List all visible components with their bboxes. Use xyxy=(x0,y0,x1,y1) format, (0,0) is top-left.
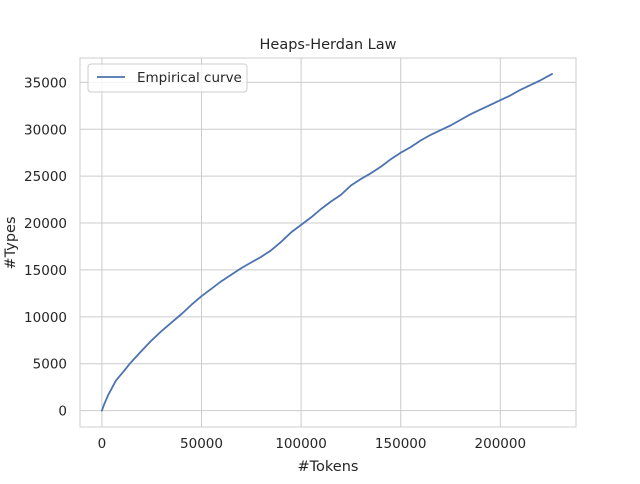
y-tick-label: 0 xyxy=(58,404,67,420)
y-tick-label: 25000 xyxy=(24,169,67,185)
y-axis-label: #Types xyxy=(3,216,19,269)
tick-labels: 0 50000 100000 150000 200000 0 5000 10000 15000 2… xyxy=(24,75,526,452)
y-tick-label: 30000 xyxy=(24,122,67,138)
y-tick-label: 35000 xyxy=(24,75,67,91)
x-tick-label: 0 xyxy=(98,436,107,452)
plot-frame xyxy=(79,57,577,428)
y-tick-label: 20000 xyxy=(24,216,67,232)
x-tick-label: 50000 xyxy=(180,436,223,452)
series-layer xyxy=(101,73,553,412)
y-tick-label: 15000 xyxy=(24,263,67,279)
x-tick-label: 100000 xyxy=(275,436,327,452)
legend-box xyxy=(87,63,248,93)
legend: Empirical curve xyxy=(87,63,248,93)
chart-title: Heaps-Herdan Law xyxy=(260,37,397,53)
y-tick-label: 10000 xyxy=(24,310,67,326)
grid-lines xyxy=(80,58,576,427)
y-tick-label: 5000 xyxy=(33,357,67,373)
series-line-empirical-curve xyxy=(101,73,553,412)
x-tick-label: 200000 xyxy=(475,436,527,452)
legend-label: Empirical curve xyxy=(137,70,242,86)
x-axis-label: #Tokens xyxy=(298,459,359,475)
x-tick-label: 150000 xyxy=(375,436,427,452)
